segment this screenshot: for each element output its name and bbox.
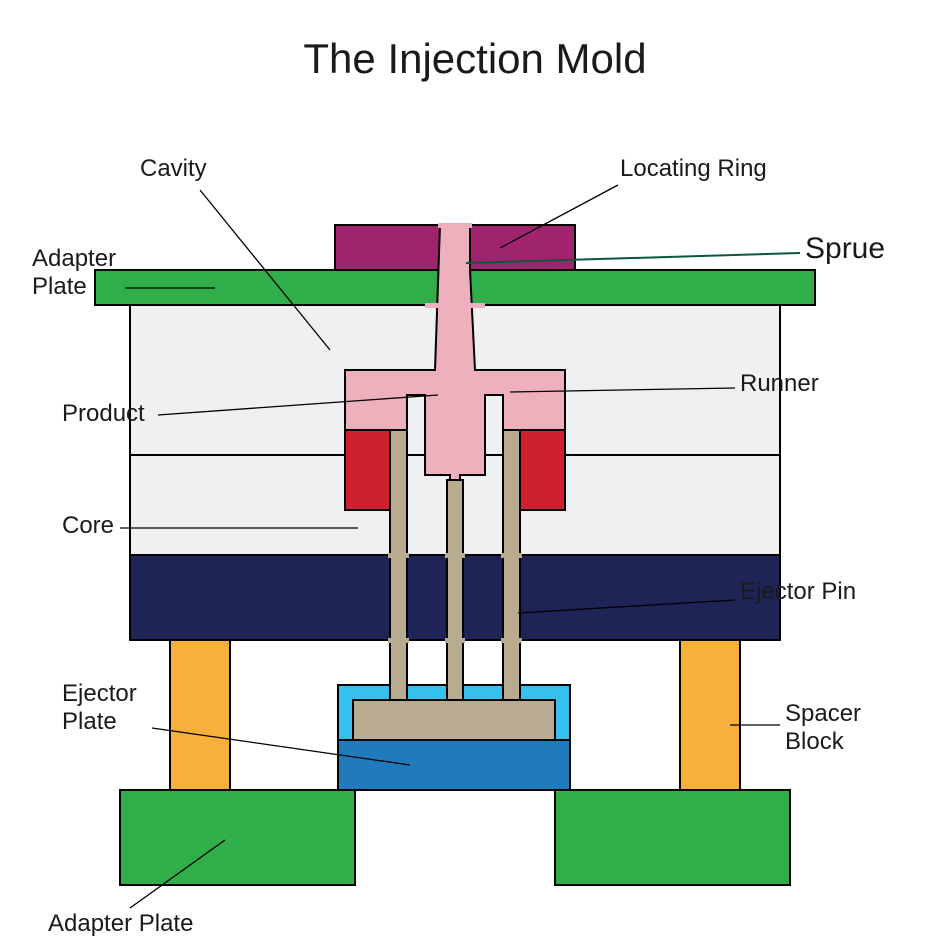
- diagram-svg: [0, 0, 950, 950]
- adapter-plate-bottom-right: [555, 790, 790, 885]
- diagram-stage: The Injection Mold Cavity Locating Ring Sp…: [0, 0, 950, 950]
- spacer-block-left: [170, 640, 230, 790]
- label-product: Product: [62, 400, 145, 428]
- label-ejector-pin: Ejector Pin: [740, 578, 856, 606]
- label-sprue: Sprue: [805, 232, 885, 267]
- label-ejector-plate: Ejector Plate: [62, 680, 137, 735]
- label-cavity: Cavity: [140, 155, 207, 183]
- label-core: Core: [62, 512, 114, 540]
- ejector-pin-left: [390, 430, 407, 705]
- ejector-retainer-inner: [353, 700, 555, 740]
- diagram-title: The Injection Mold: [0, 35, 950, 83]
- label-spacer-block: Spacer Block: [785, 700, 861, 755]
- ejector-pin-right: [503, 430, 520, 705]
- label-adapter-plate-bottom: Adapter Plate: [48, 910, 193, 938]
- spacer-block-right: [680, 640, 740, 790]
- label-locating-ring: Locating Ring: [620, 155, 767, 183]
- ejector-pin-center: [447, 480, 463, 705]
- adapter-plate-bottom-left: [120, 790, 355, 885]
- label-runner: Runner: [740, 370, 819, 398]
- ejector-plate: [338, 740, 570, 790]
- label-adapter-plate-top: Adapter Plate: [32, 245, 116, 300]
